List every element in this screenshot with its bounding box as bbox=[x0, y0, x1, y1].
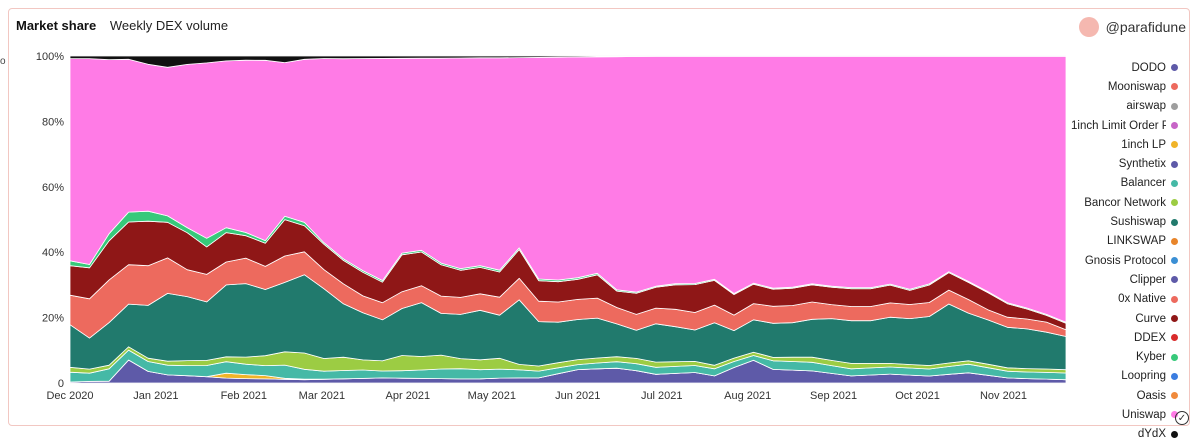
legend-label: Uniswap bbox=[1122, 409, 1166, 421]
legend-swatch bbox=[1171, 431, 1178, 438]
y-tick-label: 20% bbox=[42, 313, 64, 325]
legend-swatch bbox=[1171, 83, 1178, 90]
legend-item[interactable]: DDEX bbox=[1070, 328, 1178, 347]
legend-label: 1inch LP bbox=[1121, 139, 1166, 151]
x-tick-label: Aug 2021 bbox=[724, 390, 771, 402]
legend-swatch bbox=[1171, 103, 1178, 110]
legend-swatch bbox=[1171, 373, 1178, 380]
legend-label: DDEX bbox=[1134, 332, 1166, 344]
legend-item[interactable]: dYdX bbox=[1070, 425, 1178, 444]
legend-item[interactable]: 1inch Limit Order P bbox=[1070, 116, 1178, 135]
x-tick-label: Jun 2021 bbox=[555, 390, 600, 402]
y-tick-label: 40% bbox=[42, 247, 64, 259]
legend-swatch bbox=[1171, 141, 1178, 148]
x-tick-label: Sep 2021 bbox=[810, 390, 857, 402]
legend-item[interactable]: Sushiswap bbox=[1070, 212, 1178, 231]
legend-swatch bbox=[1171, 354, 1178, 361]
x-tick-label: Jan 2021 bbox=[133, 390, 178, 402]
legend-item[interactable]: Oasis bbox=[1070, 386, 1178, 405]
legend-item[interactable]: Bancor Network bbox=[1070, 193, 1178, 212]
legend-item[interactable]: Balancer bbox=[1070, 174, 1178, 193]
legend-label: Balancer bbox=[1121, 177, 1166, 189]
legend-item[interactable]: Mooniswap bbox=[1070, 77, 1178, 96]
y-tick-label: 80% bbox=[42, 116, 64, 128]
legend-item[interactable]: Clipper bbox=[1070, 270, 1178, 289]
legend-item[interactable]: Uniswap bbox=[1070, 405, 1178, 424]
legend-swatch bbox=[1171, 276, 1178, 283]
legend-label: Gnosis Protocol bbox=[1085, 255, 1166, 267]
legend-item[interactable]: Kyber bbox=[1070, 347, 1178, 366]
y-tick-label: 100% bbox=[36, 51, 64, 63]
legend-item[interactable]: Gnosis Protocol bbox=[1070, 251, 1178, 270]
legend-swatch bbox=[1171, 199, 1178, 206]
x-tick-label: Feb 2021 bbox=[221, 390, 267, 402]
legend-label: Bancor Network bbox=[1084, 197, 1166, 209]
legend-item[interactable]: 0x Native bbox=[1070, 290, 1178, 309]
legend: DODO Mooniswap airswap 1inch Limit Order P 1… bbox=[1070, 58, 1178, 444]
legend-item[interactable]: LINKSWAP bbox=[1070, 232, 1178, 251]
legend-label: Sushiswap bbox=[1110, 216, 1166, 228]
legend-swatch bbox=[1171, 161, 1178, 168]
legend-item[interactable]: Curve bbox=[1070, 309, 1178, 328]
legend-label: 1inch Limit Order P bbox=[1071, 120, 1166, 132]
legend-swatch bbox=[1171, 296, 1178, 303]
legend-label: LINKSWAP bbox=[1107, 235, 1166, 247]
legend-swatch bbox=[1171, 238, 1178, 245]
legend-swatch bbox=[1171, 219, 1178, 226]
x-axis: Dec 2020 Jan 2021 Feb 2021 Mar 2021 Apr 2021… bbox=[46, 390, 1027, 402]
legend-label: Loopring bbox=[1121, 370, 1166, 382]
x-tick-label: Nov 2021 bbox=[980, 390, 1027, 402]
legend-item[interactable]: airswap bbox=[1070, 97, 1178, 116]
legend-swatch bbox=[1171, 315, 1178, 322]
legend-item[interactable]: 1inch LP bbox=[1070, 135, 1178, 154]
x-tick-label: May 2021 bbox=[468, 390, 516, 402]
legend-label: Kyber bbox=[1136, 351, 1166, 363]
legend-swatch bbox=[1171, 392, 1178, 399]
legend-label: dYdX bbox=[1138, 428, 1166, 440]
x-tick-label: Oct 2021 bbox=[895, 390, 940, 402]
legend-item[interactable]: Loopring bbox=[1070, 367, 1178, 386]
legend-label: airswap bbox=[1126, 100, 1166, 112]
legend-label: DODO bbox=[1132, 62, 1167, 74]
legend-label: Oasis bbox=[1137, 390, 1166, 402]
legend-swatch bbox=[1171, 64, 1178, 71]
legend-swatch bbox=[1171, 122, 1178, 129]
legend-label: Curve bbox=[1135, 313, 1166, 325]
check-circle-icon[interactable]: ✓ bbox=[1175, 411, 1189, 425]
x-tick-label: Dec 2020 bbox=[46, 390, 93, 402]
legend-label: Clipper bbox=[1130, 274, 1166, 286]
legend-item[interactable]: Synthetix bbox=[1070, 154, 1178, 173]
avatar bbox=[1079, 17, 1099, 37]
x-tick-label: Mar 2021 bbox=[299, 390, 345, 402]
legend-label: 0x Native bbox=[1118, 293, 1166, 305]
y-tick-label: 0 bbox=[58, 378, 64, 390]
legend-label: Synthetix bbox=[1119, 158, 1166, 170]
author-handle: @parafidune bbox=[1106, 19, 1186, 35]
legend-swatch bbox=[1171, 334, 1178, 341]
legend-item[interactable]: DODO bbox=[1070, 58, 1178, 77]
y-axis: 0 20% 40% 60% 80% 100% bbox=[36, 51, 64, 390]
area-series bbox=[70, 56, 1066, 383]
author-badge[interactable]: @parafidune bbox=[1079, 17, 1186, 37]
x-tick-label: Jul 2021 bbox=[641, 390, 683, 402]
legend-label: Mooniswap bbox=[1108, 81, 1166, 93]
y-tick-label: 60% bbox=[42, 182, 64, 194]
stacked-area-chart: 0 20% 40% 60% 80% 100% Dec 2020 Jan 2021 Feb 20… bbox=[0, 0, 1070, 420]
legend-swatch bbox=[1171, 180, 1178, 187]
x-tick-label: Apr 2021 bbox=[386, 390, 431, 402]
legend-swatch bbox=[1171, 257, 1178, 264]
